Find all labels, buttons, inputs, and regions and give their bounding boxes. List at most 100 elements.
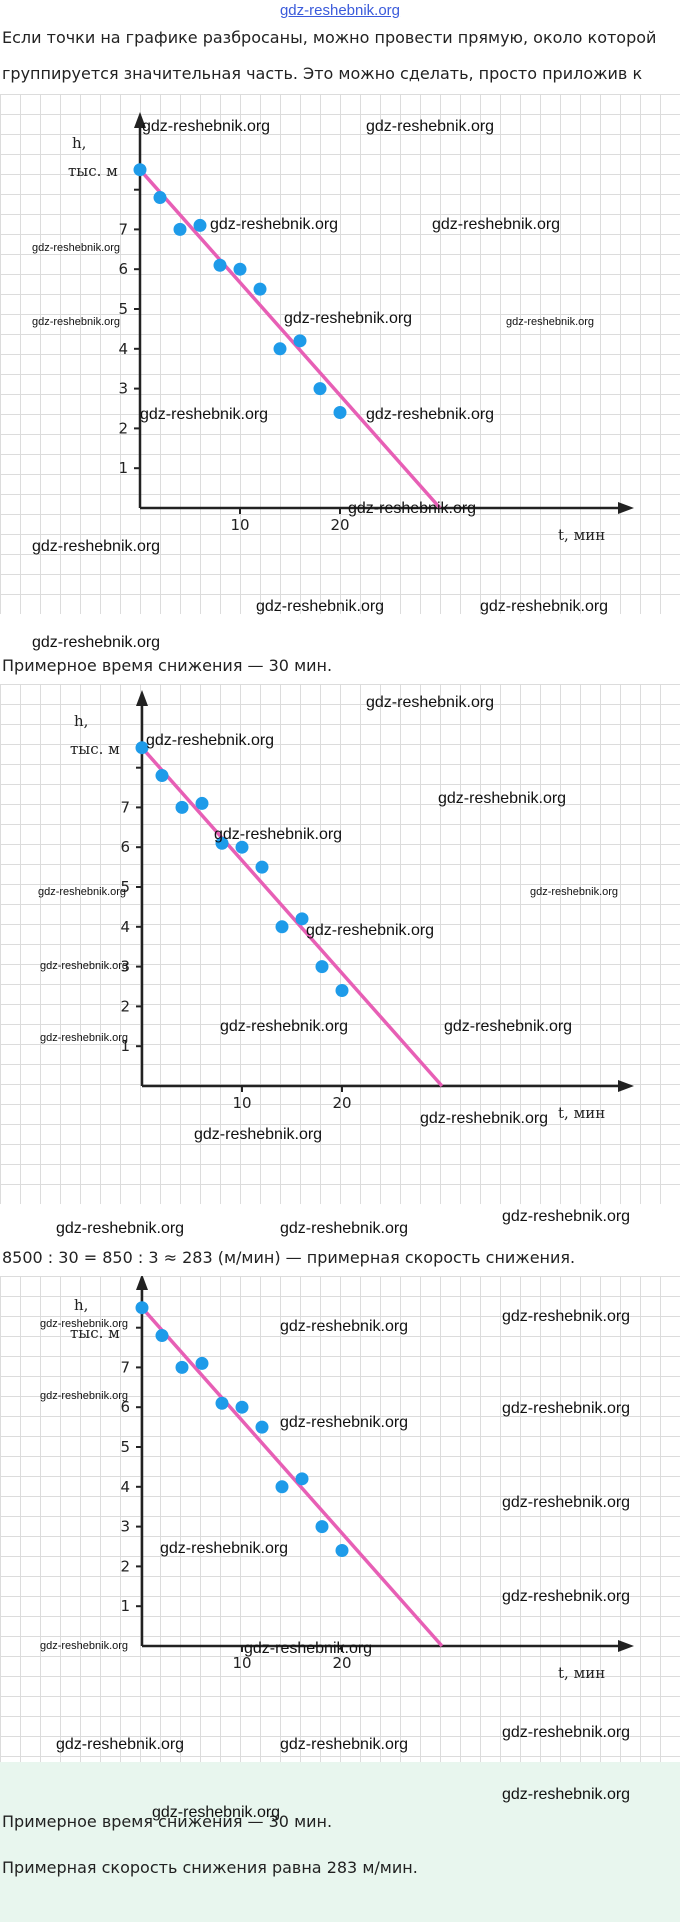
answer-box: Примерное время снижения — 30 мин. Приме… [0, 1762, 680, 1922]
x-tick-label: 10 [232, 1094, 251, 1112]
watermark-text: gdz-reshebnik.org [40, 1318, 129, 1330]
data-point [195, 1356, 209, 1370]
y-tick-label: 5 [120, 1438, 130, 1456]
watermark-text: gdz-reshebnik.org [40, 960, 129, 972]
watermark-text: gdz-reshebnik.org [366, 694, 495, 711]
watermark-text: gdz-reshebnik.org [530, 886, 619, 898]
y-axis-unit: тыс. м [70, 1324, 120, 1342]
data-point [295, 1472, 309, 1486]
y-axis-unit: тыс. м [70, 740, 120, 758]
data-point [275, 1480, 289, 1494]
watermark-text: gdz-reshebnik.org [40, 1032, 129, 1044]
watermark-text: gdz-reshebnik.org [366, 406, 495, 423]
watermark-text: gdz-reshebnik.org [502, 1786, 631, 1803]
watermark-text: gdz-reshebnik.org [40, 1390, 129, 1402]
data-point [133, 163, 147, 177]
y-tick-label: 4 [120, 918, 130, 936]
data-point [335, 983, 349, 997]
answer-time-text: Примерное время снижения — 30 мин. [2, 1812, 333, 1831]
y-tick-label: 3 [118, 380, 128, 398]
data-point [233, 262, 247, 276]
watermark-text: gdz-reshebnik.org [160, 1540, 289, 1557]
intro-line-2: группируется значительная часть. Это мож… [2, 64, 643, 83]
data-point [255, 1420, 269, 1434]
x-tick-label: 20 [330, 516, 349, 534]
watermark-text: gdz-reshebnik.org [210, 216, 339, 233]
y-tick-label: 4 [118, 340, 128, 358]
watermark-text: gdz-reshebnik.org [140, 406, 269, 423]
site-banner-link[interactable]: gdz-reshebnik.org [279, 2, 401, 19]
y-tick-label: 1 [120, 1037, 130, 1055]
data-point [333, 405, 347, 419]
watermark-text: gdz-reshebnik.org [502, 1588, 631, 1605]
trend-line [140, 746, 444, 1088]
watermark-text: gdz-reshebnik.org [152, 1804, 281, 1821]
y-tick-label: 1 [118, 459, 128, 477]
watermark-text: gdz-reshebnik.org [32, 242, 121, 254]
y-tick-label: 6 [120, 1398, 130, 1416]
x-axis-label: t, мин [558, 526, 605, 544]
watermark-text: gdz-reshebnik.org [280, 1736, 409, 1753]
y-tick-label: 2 [120, 1557, 130, 1575]
data-point [315, 960, 329, 974]
data-point [255, 860, 269, 874]
y-axis-arrow [136, 1276, 148, 1290]
data-point [173, 222, 187, 236]
watermark-text: gdz-reshebnik.org [480, 598, 609, 615]
x-tick-label: 10 [230, 516, 249, 534]
data-point [295, 912, 309, 926]
data-point [235, 1400, 249, 1414]
data-point [293, 334, 307, 348]
y-tick-label: 4 [120, 1478, 130, 1496]
watermark-text: gdz-reshebnik.org [220, 1018, 349, 1035]
watermark-text: gdz-reshebnik.org [502, 1724, 631, 1741]
y-tick-label: 5 [120, 878, 130, 896]
watermark-text: gdz-reshebnik.org [280, 1414, 409, 1431]
time-estimate-text: Примерное время снижения — 30 мин. [2, 656, 333, 675]
watermark-text: gdz-reshebnik.org [32, 316, 121, 328]
y-tick-label: 5 [118, 300, 128, 318]
y-tick-label: 1 [120, 1597, 130, 1615]
watermark-text: gdz-reshebnik.org [502, 1308, 631, 1325]
x-tick-label: 10 [232, 1654, 251, 1672]
speed-calc-text: 8500 : 30 = 850 : 3 ≈ 283 (м/мин) — прим… [2, 1248, 576, 1267]
scatter-chart-1: 1 2 3 4 5 6 7 10 20 h, тыс. м t, мин [0, 94, 680, 614]
data-point [175, 1360, 189, 1374]
watermark-text: gdz-reshebnik.org [214, 826, 343, 843]
x-axis-arrow [618, 502, 634, 514]
watermark-text: gdz-reshebnik.org [280, 1220, 409, 1237]
watermark-text: gdz-reshebnik.org [244, 1640, 373, 1657]
y-axis-label: h, [74, 712, 88, 730]
data-point [175, 800, 189, 814]
chart-svg: 1 2 3 4 5 6 7 10 20 h, тыс. м t, мин [68, 112, 634, 544]
watermark-text: gdz-reshebnik.org [502, 1494, 631, 1511]
x-tick-label: 20 [332, 1094, 351, 1112]
intro-line-1: Если точки на графике разбросаны, можно … [2, 28, 657, 47]
data-point [273, 342, 287, 356]
y-tick-label: 2 [120, 997, 130, 1015]
watermark-text: gdz-reshebnik.org [142, 118, 271, 135]
watermark-text: gdz-reshebnik.org [280, 1318, 409, 1335]
data-point [215, 1396, 229, 1410]
watermark-text: gdz-reshebnik.org [438, 790, 567, 807]
watermark-text: gdz-reshebnik.org [38, 886, 127, 898]
watermark-text: gdz-reshebnik.org [32, 634, 161, 651]
x-axis-arrow [618, 1640, 634, 1652]
y-axis-label: h, [72, 134, 86, 152]
y-axis-unit: тыс. м [68, 162, 118, 180]
trend-line [140, 1306, 444, 1648]
chart-svg: 1 2 3 4 5 6 7 10 20 h, тыс. м t, мин [70, 1276, 634, 1682]
data-point [215, 836, 229, 850]
scatter-chart-3: 1 2 3 4 5 6 7 10 20 h, тыс. м t, мин [0, 1276, 680, 1762]
x-axis-label: t, мин [558, 1664, 605, 1682]
watermark-text: gdz-reshebnik.org [194, 1126, 323, 1143]
watermark-text: gdz-reshebnik.org [284, 310, 413, 327]
y-axis-label: h, [74, 1296, 88, 1314]
watermark-text: gdz-reshebnik.org [444, 1018, 573, 1035]
data-point [275, 920, 289, 934]
y-tick-label: 2 [118, 419, 128, 437]
y-tick-label: 7 [118, 220, 128, 238]
data-point [235, 840, 249, 854]
y-tick-label: 6 [118, 260, 128, 278]
x-axis-label: t, мин [558, 1104, 605, 1122]
